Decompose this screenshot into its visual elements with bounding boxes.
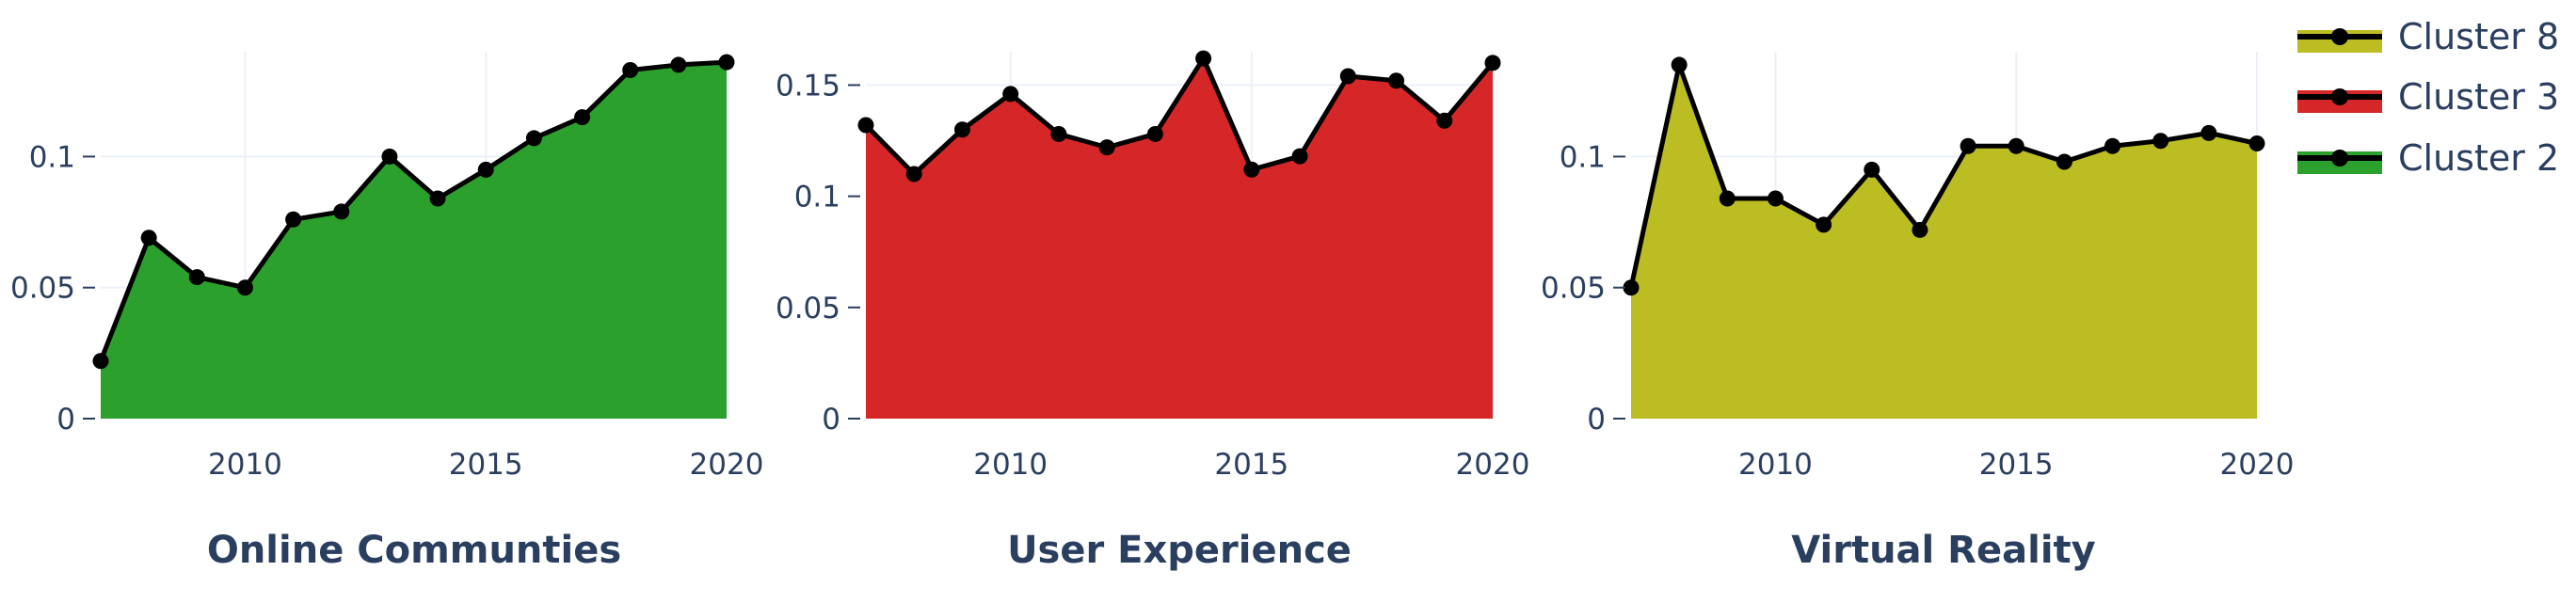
- series-line-user-experience: [864, 56, 1495, 177]
- data-point[interactable]: [1098, 139, 1115, 156]
- data-point[interactable]: [333, 203, 350, 220]
- data-point[interactable]: [1816, 216, 1832, 233]
- data-point[interactable]: [1195, 50, 1212, 67]
- data-point[interactable]: [1243, 161, 1260, 178]
- data-point[interactable]: [718, 54, 735, 71]
- y-tick-label: 0: [822, 403, 840, 436]
- y-tick-label: 0.1: [794, 181, 840, 214]
- chart-title: User Experience: [1007, 529, 1352, 572]
- series-line-virtual-reality: [1628, 62, 2258, 289]
- data-point[interactable]: [2104, 137, 2121, 154]
- y-tick-label: 0.05: [1541, 272, 1606, 306]
- area-fill-user-experience: [866, 58, 1493, 419]
- x-tick-label: 2010: [208, 448, 282, 482]
- y-tick-label: 0.05: [776, 292, 840, 325]
- data-point[interactable]: [1050, 125, 1067, 142]
- y-tick-label: 0: [56, 403, 75, 436]
- x-tick-label: 2010: [1738, 448, 1813, 482]
- data-point[interactable]: [2056, 153, 2072, 170]
- y-tick-label: 0.1: [1560, 140, 1606, 174]
- data-point[interactable]: [285, 211, 302, 228]
- x-tick-label: 2015: [449, 448, 523, 482]
- data-point[interactable]: [477, 161, 494, 178]
- series-line-online-communities: [98, 59, 728, 362]
- data-point[interactable]: [1436, 112, 1453, 129]
- y-tick-label: 0: [1587, 403, 1606, 436]
- legend-label-cluster-2: Cluster 2: [2398, 137, 2559, 179]
- y-tick-label: 0.15: [776, 69, 840, 103]
- y-tick-label: 0.05: [10, 272, 75, 306]
- legend-item-cluster-3[interactable]: Cluster 3: [2297, 76, 2559, 118]
- data-point[interactable]: [1719, 190, 1736, 207]
- x-tick-label: 2010: [973, 448, 1048, 482]
- data-point[interactable]: [1671, 56, 1688, 73]
- legend-label-cluster-8: Cluster 8: [2398, 16, 2559, 57]
- data-point[interactable]: [574, 109, 591, 126]
- data-point[interactable]: [1767, 190, 1784, 207]
- data-point[interactable]: [1291, 148, 1308, 165]
- data-point[interactable]: [905, 166, 922, 182]
- data-point[interactable]: [670, 56, 687, 73]
- area-fill-online-communities: [101, 62, 727, 420]
- legend-label-cluster-3: Cluster 3: [2398, 76, 2559, 118]
- data-point[interactable]: [1960, 137, 1976, 154]
- data-point[interactable]: [2008, 137, 2024, 154]
- chart-panel-user-experience: 0 0.05 0.1 0.15 2010 2015 2020 User Experience: [776, 50, 1530, 572]
- data-point[interactable]: [1388, 72, 1405, 89]
- data-point[interactable]: [1146, 125, 1163, 142]
- data-point[interactable]: [429, 190, 446, 207]
- data-point[interactable]: [381, 148, 398, 165]
- chart-title: Online Communties: [207, 529, 621, 572]
- legend-marker-cluster-2: [2331, 150, 2348, 167]
- chart-panel-online-communities: 0 0.05 0.1 2010 2015 2020 Online Communties: [10, 52, 763, 572]
- area-fill-virtual-reality: [1631, 64, 2257, 419]
- legend-item-cluster-8[interactable]: Cluster 8: [2297, 16, 2559, 57]
- data-point[interactable]: [188, 269, 205, 286]
- legend-marker-cluster-8: [2331, 28, 2348, 45]
- data-point[interactable]: [236, 279, 253, 296]
- data-point[interactable]: [1623, 279, 1640, 296]
- legend-marker-cluster-3: [2331, 88, 2348, 105]
- legend-item-cluster-2[interactable]: Cluster 2: [2297, 137, 2559, 179]
- data-point[interactable]: [622, 62, 639, 78]
- x-tick-label: 2020: [690, 448, 764, 482]
- data-point[interactable]: [1339, 68, 1356, 85]
- chart-panel-virtual-reality: 0 0.05 0.1 2010 2015 2020 Virtual Reality: [1541, 52, 2294, 572]
- data-point[interactable]: [953, 121, 970, 138]
- data-point[interactable]: [1912, 221, 1928, 238]
- legend: Cluster 8 Cluster 3 Cluster 2: [2297, 16, 2559, 179]
- data-point[interactable]: [1484, 55, 1501, 71]
- data-point[interactable]: [2152, 133, 2169, 150]
- data-point[interactable]: [2200, 124, 2217, 141]
- chart-title: Virtual Reality: [1791, 529, 2095, 572]
- data-point[interactable]: [2248, 135, 2265, 151]
- data-point[interactable]: [140, 230, 157, 246]
- data-point[interactable]: [92, 353, 109, 370]
- data-point[interactable]: [525, 130, 542, 147]
- x-tick-label: 2020: [2220, 448, 2295, 482]
- data-point[interactable]: [1864, 161, 1880, 178]
- data-point[interactable]: [857, 117, 874, 134]
- x-tick-label: 2020: [1456, 448, 1530, 482]
- y-tick-label: 0.1: [29, 140, 75, 174]
- data-point[interactable]: [1002, 86, 1019, 103]
- x-tick-label: 2015: [1214, 448, 1288, 482]
- x-tick-label: 2015: [1979, 448, 2054, 482]
